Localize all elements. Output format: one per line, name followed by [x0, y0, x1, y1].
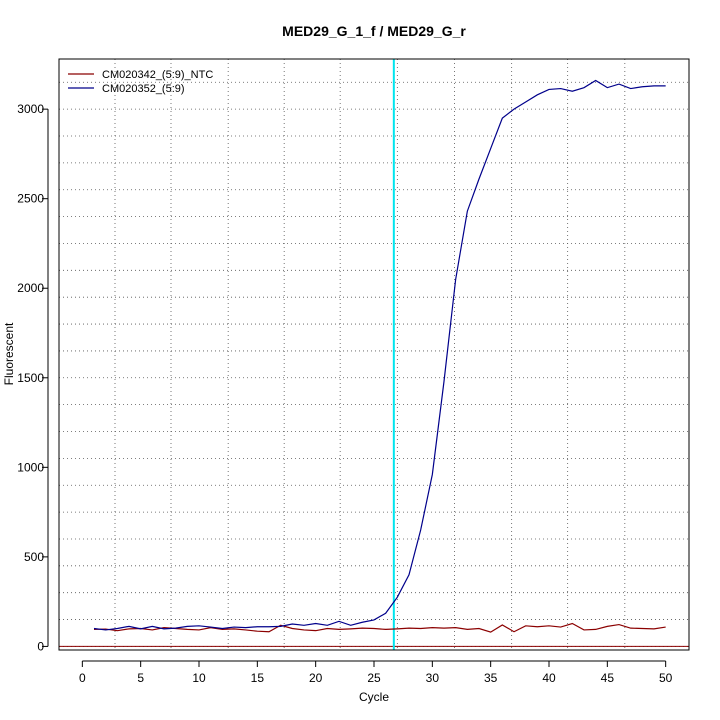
y-axis: 0 500 1000 1500 2000 2500 3000	[17, 102, 49, 653]
x-tick-label-7: 35	[484, 671, 498, 685]
series-layer	[93, 79, 666, 633]
x-tick-label-2: 10	[192, 671, 206, 685]
x-tick-label-8: 40	[542, 671, 556, 685]
y-axis-label: Fluorescent	[2, 322, 16, 385]
x-tick-label-5: 25	[367, 671, 381, 685]
x-tick-label-1: 5	[137, 671, 144, 685]
legend: CM020342_(5:9)_NTC CM020352_(5:9)	[68, 69, 213, 95]
plot-frame	[58, 58, 690, 651]
x-tick-label-6: 30	[426, 671, 440, 685]
y-tick-label-2: 1000	[17, 460, 44, 474]
y-tick-label-0: 0	[37, 639, 44, 653]
y-tick-label-6: 3000	[17, 102, 44, 116]
legend-label-0: CM020342_(5:9)_NTC	[102, 69, 213, 81]
x-tick-label-3: 15	[251, 671, 265, 685]
chart-title: MED29_G_1_f / MED29_G_r	[282, 23, 466, 39]
x-axis-label: Cycle	[359, 690, 389, 704]
legend-label-1: CM020352_(5:9)	[102, 83, 185, 95]
x-axis: 0 5 10 15 20 25 30 35 40 45 50	[79, 660, 673, 685]
y-tick-label-4: 2000	[17, 281, 44, 295]
x-tick-label-0: 0	[79, 671, 86, 685]
y-tick-label-3: 1500	[17, 371, 44, 385]
y-tick-label-5: 2500	[17, 192, 44, 206]
x-tick-label-10: 50	[659, 671, 673, 685]
y-tick-label-1: 500	[24, 550, 44, 564]
x-tick-label-4: 20	[309, 671, 323, 685]
series-line-0	[93, 622, 666, 633]
grid-lines	[59, 59, 689, 650]
series-line-1	[93, 79, 666, 631]
x-tick-label-9: 45	[601, 671, 615, 685]
